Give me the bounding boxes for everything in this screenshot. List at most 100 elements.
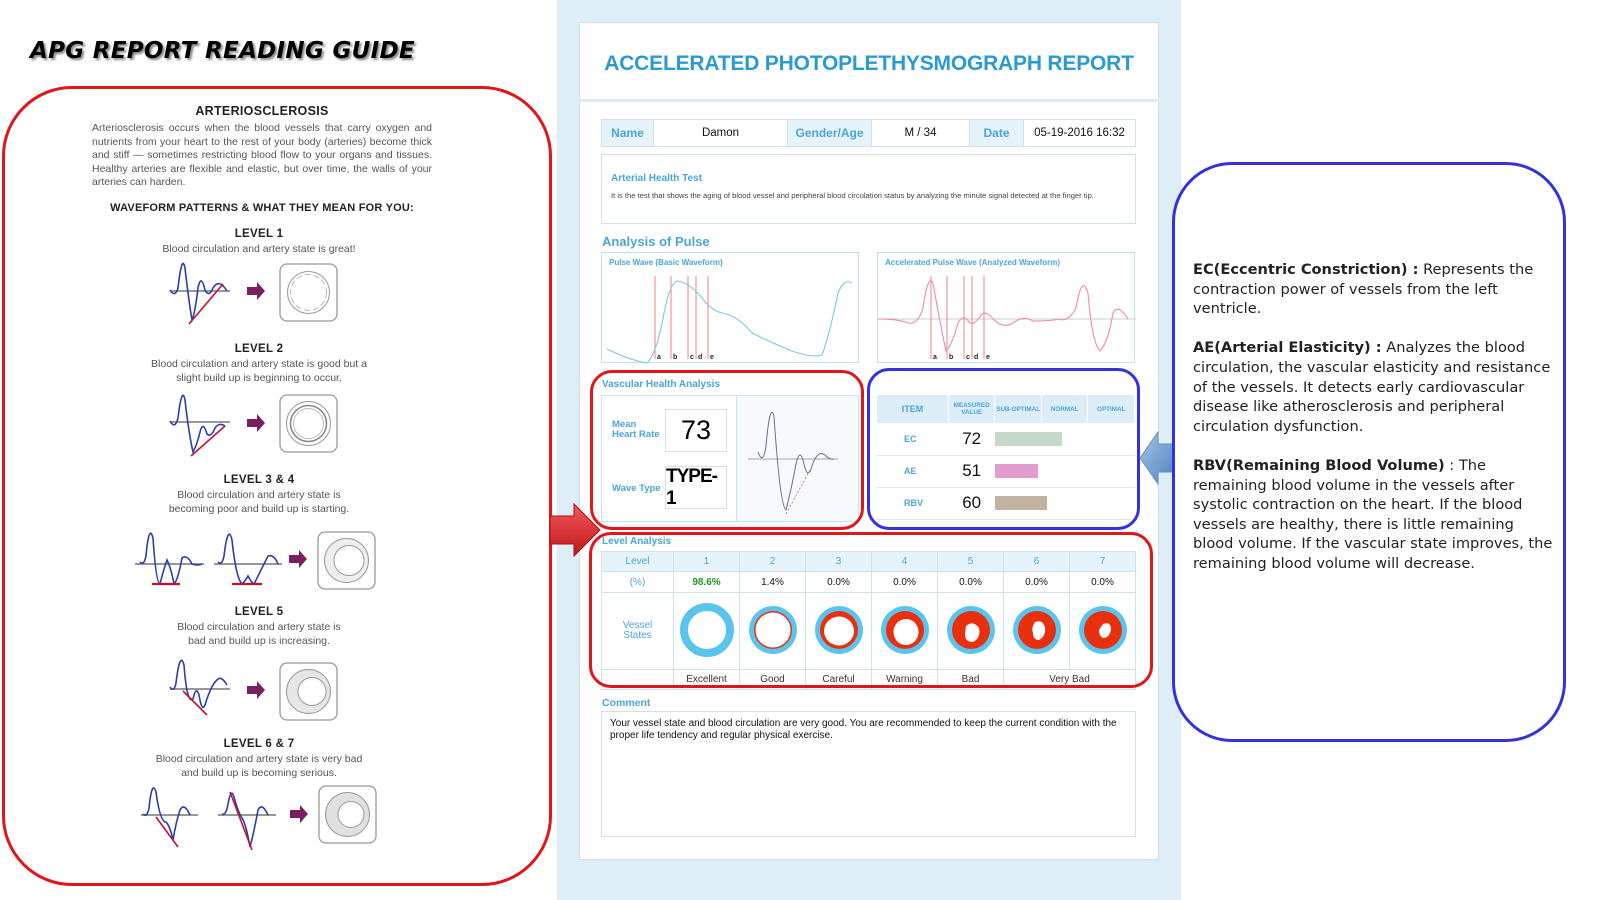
guide-level-5: LEVEL 5 Blood circulation and artery sta…: [0, 606, 534, 648]
state-careful: Careful: [805, 669, 872, 690]
pulse-wave-title: Pulse Wave (Basic Waveform): [609, 258, 723, 267]
ae-bar: [994, 464, 1038, 479]
item-ae-value: 51: [948, 455, 995, 488]
items-highlight-ring: [867, 368, 1140, 530]
level-title: LEVEL 3 & 4: [223, 474, 295, 486]
ec-text: Represents the contraction power of vess…: [1193, 261, 1534, 318]
rbv-explanation: RBV(Remaining Blood Volume) : The remain…: [1193, 456, 1553, 574]
level-1: 1: [673, 551, 740, 572]
level-2-waveform-icon: [169, 394, 338, 457]
guide-intro: ARTERIOSCLEROSIS Arteriosclerosis occurs…: [92, 104, 432, 214]
state-very-bad: Very Bad: [1003, 669, 1136, 690]
col-suboptimal: SUB-OPTIMAL: [994, 395, 1042, 424]
level-6-7-waveform-icon: [141, 785, 377, 851]
state-excellent: Excellent: [673, 669, 740, 690]
guide-intro-text: Arteriosclerosis occurs when the blood v…: [92, 122, 432, 188]
date-label: Date: [970, 120, 1024, 146]
vessel-level-1-icon: [679, 602, 734, 657]
heart-rate-label-2: Heart Rate: [612, 429, 660, 440]
vascular-health-panel: Mean Heart Rate 73 Wave Type TYPE-1: [601, 395, 859, 522]
level-desc: Blood circulation and artery state is ve…: [155, 753, 363, 779]
level-3: 3: [805, 551, 872, 572]
marker-b: b: [673, 354, 677, 361]
patient-gender-age: M / 34: [872, 120, 970, 146]
analysis-of-pulse-heading: Analysis of Pulse: [602, 234, 710, 249]
level-analysis-highlight-ring: [589, 532, 1153, 688]
ec-term: EC(Eccentric Constriction) :: [1193, 261, 1419, 278]
guide-title: APG REPORT READING GUIDE: [30, 38, 415, 64]
vessel-level-7-icon: [1078, 605, 1127, 654]
test-desc: It is the test that shows the aging of b…: [611, 191, 1094, 200]
level-analysis-heading: Level Analysis: [602, 536, 672, 547]
report-title: ACCELERATED PHOTOPLETHYSMOGRAPH REPORT: [579, 22, 1159, 102]
test-title: Arterial Health Test: [611, 173, 702, 184]
level-title: LEVEL 5: [234, 606, 284, 618]
guide-level-2: LEVEL 2 Blood circulation and artery sta…: [0, 343, 534, 385]
col-normal: NORMAL: [1041, 395, 1089, 424]
explanation-panel: [1172, 162, 1566, 742]
guide-heading: ARTERIOSCLEROSIS: [195, 104, 329, 118]
ae-term: AE(Arterial Elasticity) :: [1193, 339, 1382, 357]
level-desc: Blood circulation and artery state is go…: [151, 358, 367, 384]
accelerated-pulse-wave-chart: Accelerated Pulse Wave (Analyzed Wavefor…: [877, 252, 1136, 363]
marker-d: d: [698, 354, 702, 361]
wave-type-value: TYPE-1: [665, 466, 727, 509]
ec-explanation: EC(Eccentric Constriction) : Represents …: [1193, 260, 1553, 319]
rbv-term: RBV(Remaining Blood Volume): [1193, 456, 1445, 474]
svg-text:a: a: [933, 354, 937, 361]
table-row: EC 72: [877, 423, 1135, 456]
explanation-text: EC(Eccentric Constriction) : Represents …: [1193, 260, 1553, 593]
level-title: LEVEL 1: [234, 228, 284, 240]
accelerated-wave-title: Accelerated Pulse Wave (Analyzed Wavefor…: [885, 258, 1061, 267]
level-desc: Blood circulation and artery state is gr…: [162, 243, 356, 255]
vascular-health-heading: Vascular Health Analysis: [602, 379, 721, 390]
ae-text: Analyzes the blood circulation, the vasc…: [1193, 339, 1551, 435]
wave-type-diagram: [748, 411, 838, 515]
col-item: ITEM: [877, 395, 949, 424]
state-good: Good: [739, 669, 806, 690]
patient-info-row: Name Damon Gender/Age M / 34 Date 05-19-…: [601, 119, 1136, 147]
gender-age-label: Gender/Age: [788, 120, 872, 146]
level-desc: Blood circulation and artery state is ba…: [177, 621, 341, 647]
vessel-level-2-icon: [748, 605, 797, 654]
svg-text:c: c: [966, 354, 970, 361]
heart-rate-label-1: Mean: [612, 419, 637, 430]
guide-panel: [2, 86, 552, 886]
vascular-health-values: Mean Heart Rate 73 Wave Type TYPE-1: [602, 396, 737, 521]
pulse-wave-graph: a b c d e: [606, 276, 853, 364]
vessel-level-3-icon: [814, 605, 863, 654]
col-measured: MEASURED VALUE: [948, 395, 996, 424]
svg-text:d: d: [974, 354, 978, 361]
vessel-level-6-icon: [1012, 605, 1061, 654]
level-desc: Blood circulation and artery state is be…: [168, 489, 350, 515]
heart-rate-value: 73: [665, 409, 727, 452]
vascular-highlight-ring: [590, 370, 864, 530]
level-4: 4: [871, 551, 938, 572]
guide-level-3-4: LEVEL 3 & 4 Blood circulation and artery…: [0, 474, 534, 516]
red-arrow-right-icon: [549, 502, 601, 558]
table-row: AE 51: [877, 455, 1135, 488]
vessel-level-5-icon: [946, 605, 995, 654]
vessel-label-2: States: [623, 630, 652, 641]
vascular-item-table: ITEM MEASURED VALUE SUB-OPTIMAL NORMAL O…: [877, 395, 1135, 521]
svg-text:b: b: [949, 354, 953, 361]
ec-bar: [994, 431, 1062, 446]
vessel-level-4-icon: [880, 605, 929, 654]
pulse-wave-chart: Pulse Wave (Basic Waveform) a b c d e: [601, 252, 859, 364]
item-rbv-value: 60: [948, 487, 995, 521]
level-label: Level: [601, 551, 674, 572]
arterial-health-test-box: Arterial Health Test It is the test that…: [601, 154, 1136, 224]
comment-box: Your vessel state and blood circulation …: [601, 711, 1136, 837]
level-analysis-table: Level 1 2 3 4 5 6 7 (%) 98.6% 1.4% 0.0% …: [601, 551, 1136, 690]
level-title: LEVEL 6 & 7: [223, 738, 295, 750]
item-ae-label: AE: [877, 455, 949, 488]
marker-e: e: [710, 354, 714, 361]
ae-explanation: AE(Arterial Elasticity) : Analyzes the b…: [1193, 338, 1553, 436]
wave-type-label: Wave Type: [612, 483, 661, 494]
rbv-text: : The remaining blood volume in the vess…: [1193, 456, 1553, 572]
accelerated-wave-graph: a b c d e: [878, 276, 1136, 361]
item-ec-label: EC: [877, 423, 949, 456]
report-date: 05-19-2016 16:32: [1034, 127, 1125, 139]
guide-level-6-7: LEVEL 6 & 7 Blood circulation and artery…: [0, 738, 534, 780]
level-3-4-waveform-icon: [135, 531, 376, 590]
